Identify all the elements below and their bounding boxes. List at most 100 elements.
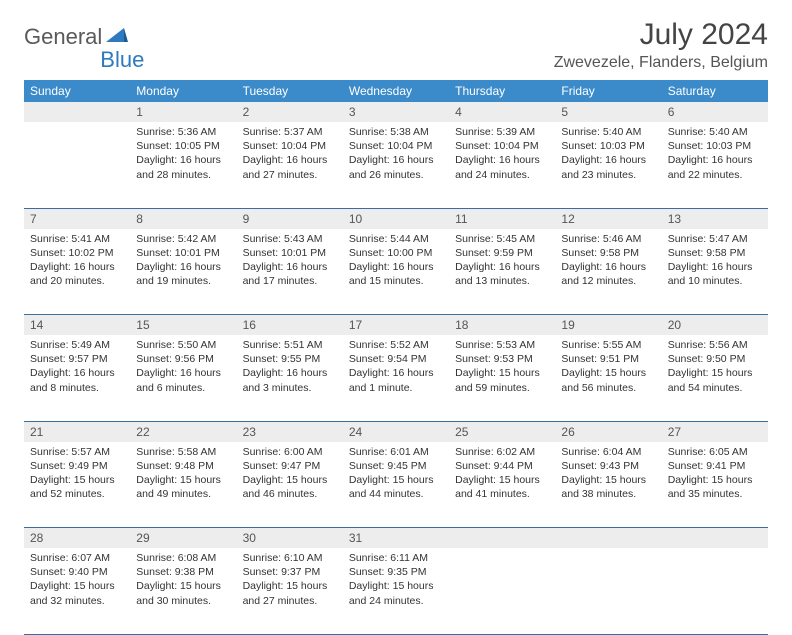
sunset-text: Sunset: 9:41 PM	[668, 459, 762, 473]
day1-text: Daylight: 16 hours	[243, 260, 337, 274]
day-number: 10	[343, 208, 449, 229]
sunset-text: Sunset: 9:35 PM	[349, 565, 443, 579]
day2-text: and 24 minutes.	[349, 594, 443, 608]
sunrise-text: Sunrise: 5:43 AM	[243, 232, 337, 246]
day-number: 30	[237, 528, 343, 549]
day2-text: and 30 minutes.	[136, 594, 230, 608]
logo-text-blue: Blue	[100, 47, 144, 73]
day-cell-content: Sunrise: 6:00 AMSunset: 9:47 PMDaylight:…	[237, 442, 343, 508]
day2-text: and 3 minutes.	[243, 381, 337, 395]
day-number: 26	[555, 421, 661, 442]
sunset-text: Sunset: 9:53 PM	[455, 352, 549, 366]
day1-text: Daylight: 15 hours	[561, 473, 655, 487]
day1-text: Daylight: 16 hours	[136, 153, 230, 167]
sunrise-text: Sunrise: 6:05 AM	[668, 445, 762, 459]
day2-text: and 20 minutes.	[30, 274, 124, 288]
day-cell: Sunrise: 5:42 AMSunset: 10:01 PMDaylight…	[130, 229, 236, 315]
day-header-row: Sunday Monday Tuesday Wednesday Thursday…	[24, 80, 768, 102]
day-cell	[555, 548, 661, 634]
day-number: 17	[343, 315, 449, 336]
day-number: 5	[555, 102, 661, 122]
col-friday: Friday	[555, 80, 661, 102]
day2-text: and 35 minutes.	[668, 487, 762, 501]
day-cell-content: Sunrise: 5:52 AMSunset: 9:54 PMDaylight:…	[343, 335, 449, 401]
day-number: 6	[662, 102, 768, 122]
day2-text: and 38 minutes.	[561, 487, 655, 501]
sunset-text: Sunset: 9:43 PM	[561, 459, 655, 473]
day1-text: Daylight: 16 hours	[349, 153, 443, 167]
day2-text: and 27 minutes.	[243, 594, 337, 608]
day-number: 13	[662, 208, 768, 229]
day-number	[449, 528, 555, 549]
day-cell: Sunrise: 6:10 AMSunset: 9:37 PMDaylight:…	[237, 548, 343, 634]
sunrise-text: Sunrise: 6:07 AM	[30, 551, 124, 565]
sunset-text: Sunset: 10:04 PM	[243, 139, 337, 153]
day-cell: Sunrise: 5:41 AMSunset: 10:02 PMDaylight…	[24, 229, 130, 315]
day-number: 19	[555, 315, 661, 336]
day-cell	[662, 548, 768, 634]
day-cell-content: Sunrise: 5:38 AMSunset: 10:04 PMDaylight…	[343, 122, 449, 188]
logo: General Blue	[24, 18, 130, 50]
day1-text: Daylight: 16 hours	[349, 366, 443, 380]
day-number-row: 123456	[24, 102, 768, 122]
day-cell: Sunrise: 5:39 AMSunset: 10:04 PMDaylight…	[449, 122, 555, 208]
day-cell: Sunrise: 5:38 AMSunset: 10:04 PMDaylight…	[343, 122, 449, 208]
day-number-row: 78910111213	[24, 208, 768, 229]
logo-text-general: General	[24, 24, 102, 50]
day-cell: Sunrise: 6:01 AMSunset: 9:45 PMDaylight:…	[343, 442, 449, 528]
day1-text: Daylight: 15 hours	[561, 366, 655, 380]
day1-text: Daylight: 16 hours	[136, 260, 230, 274]
sunset-text: Sunset: 9:49 PM	[30, 459, 124, 473]
day-content-row: Sunrise: 5:57 AMSunset: 9:49 PMDaylight:…	[24, 442, 768, 528]
day1-text: Daylight: 16 hours	[561, 260, 655, 274]
day-cell-content: Sunrise: 6:07 AMSunset: 9:40 PMDaylight:…	[24, 548, 130, 614]
sunset-text: Sunset: 10:04 PM	[349, 139, 443, 153]
day-cell: Sunrise: 6:05 AMSunset: 9:41 PMDaylight:…	[662, 442, 768, 528]
day2-text: and 10 minutes.	[668, 274, 762, 288]
day2-text: and 8 minutes.	[30, 381, 124, 395]
sunset-text: Sunset: 9:58 PM	[561, 246, 655, 260]
day2-text: and 56 minutes.	[561, 381, 655, 395]
sunset-text: Sunset: 9:55 PM	[243, 352, 337, 366]
sunset-text: Sunset: 9:48 PM	[136, 459, 230, 473]
day2-text: and 22 minutes.	[668, 168, 762, 182]
sunrise-text: Sunrise: 5:40 AM	[668, 125, 762, 139]
sunrise-text: Sunrise: 5:36 AM	[136, 125, 230, 139]
day-cell-content: Sunrise: 5:36 AMSunset: 10:05 PMDaylight…	[130, 122, 236, 188]
day-number-row: 28293031	[24, 528, 768, 549]
sunrise-text: Sunrise: 6:10 AM	[243, 551, 337, 565]
calendar-table: Sunday Monday Tuesday Wednesday Thursday…	[24, 80, 768, 635]
sunrise-text: Sunrise: 6:00 AM	[243, 445, 337, 459]
day-number: 25	[449, 421, 555, 442]
day1-text: Daylight: 16 hours	[136, 366, 230, 380]
logo-triangle-icon	[106, 26, 128, 49]
day2-text: and 17 minutes.	[243, 274, 337, 288]
day2-text: and 1 minute.	[349, 381, 443, 395]
day-number: 4	[449, 102, 555, 122]
day-number-row: 14151617181920	[24, 315, 768, 336]
sunset-text: Sunset: 10:01 PM	[136, 246, 230, 260]
day-content-row: Sunrise: 5:49 AMSunset: 9:57 PMDaylight:…	[24, 335, 768, 421]
day-cell: Sunrise: 5:49 AMSunset: 9:57 PMDaylight:…	[24, 335, 130, 421]
sunrise-text: Sunrise: 5:40 AM	[561, 125, 655, 139]
col-thursday: Thursday	[449, 80, 555, 102]
day-number	[555, 528, 661, 549]
day2-text: and 54 minutes.	[668, 381, 762, 395]
title-block: July 2024 Zwevezele, Flanders, Belgium	[554, 18, 768, 72]
sunrise-text: Sunrise: 5:58 AM	[136, 445, 230, 459]
day1-text: Daylight: 15 hours	[455, 366, 549, 380]
day-cell: Sunrise: 6:00 AMSunset: 9:47 PMDaylight:…	[237, 442, 343, 528]
sunrise-text: Sunrise: 6:08 AM	[136, 551, 230, 565]
day-cell: Sunrise: 6:08 AMSunset: 9:38 PMDaylight:…	[130, 548, 236, 634]
day-cell	[449, 548, 555, 634]
day-number	[662, 528, 768, 549]
day-cell-content: Sunrise: 5:40 AMSunset: 10:03 PMDaylight…	[555, 122, 661, 188]
day1-text: Daylight: 16 hours	[668, 260, 762, 274]
sunset-text: Sunset: 9:38 PM	[136, 565, 230, 579]
sunrise-text: Sunrise: 5:42 AM	[136, 232, 230, 246]
day-cell-content: Sunrise: 5:37 AMSunset: 10:04 PMDaylight…	[237, 122, 343, 188]
day-cell: Sunrise: 5:46 AMSunset: 9:58 PMDaylight:…	[555, 229, 661, 315]
sunset-text: Sunset: 9:47 PM	[243, 459, 337, 473]
day-number: 22	[130, 421, 236, 442]
sunrise-text: Sunrise: 5:47 AM	[668, 232, 762, 246]
